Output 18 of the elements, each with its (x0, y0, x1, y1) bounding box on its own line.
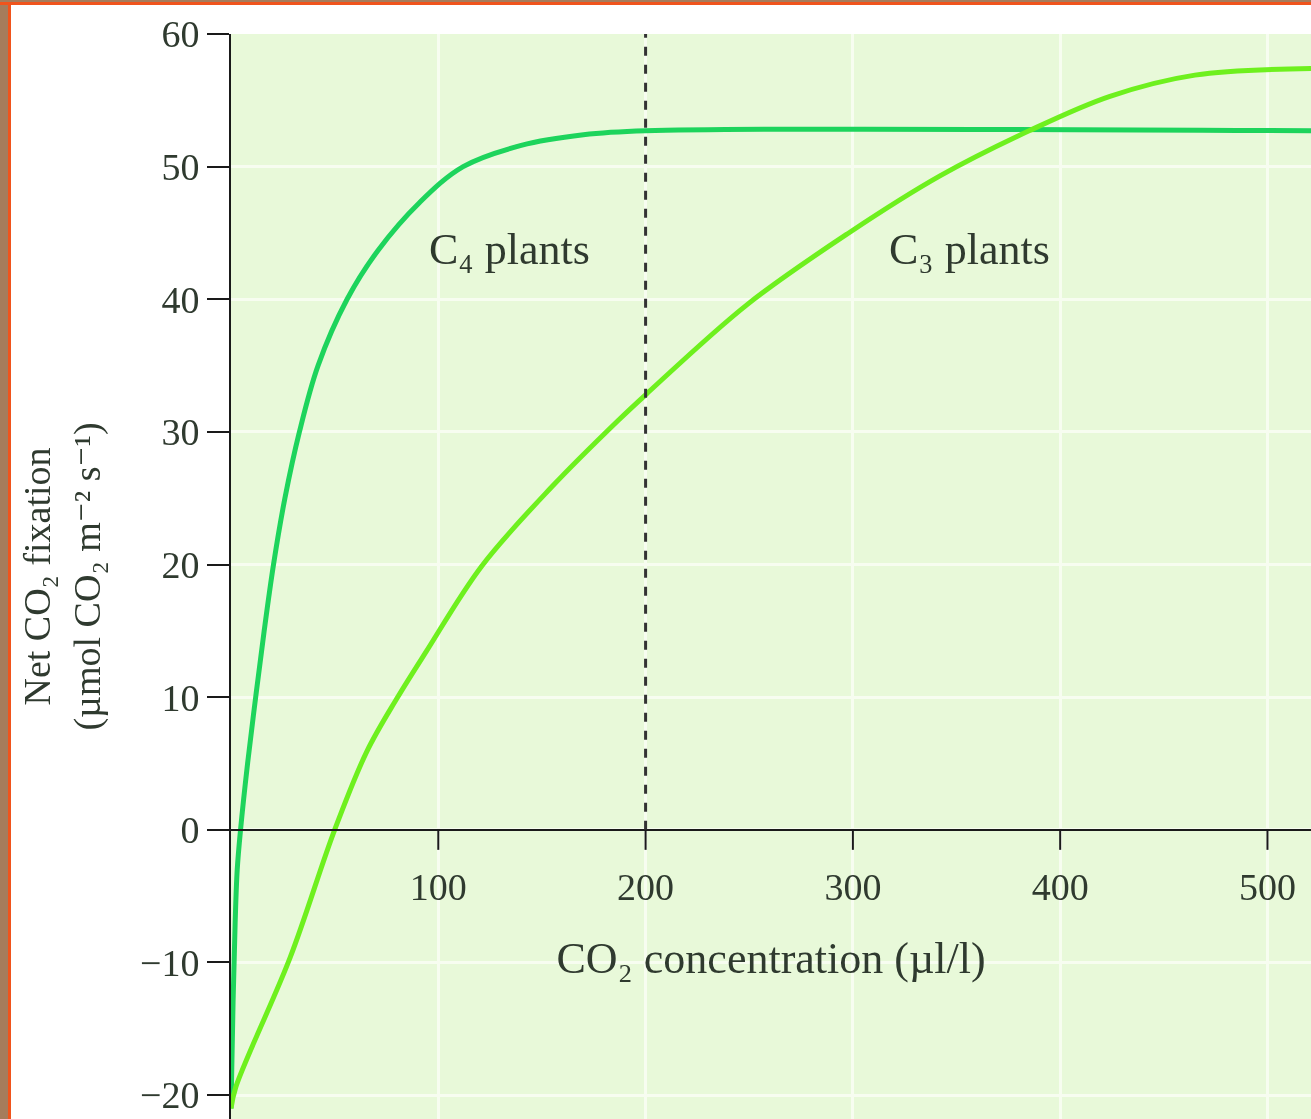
x-tick-label: 200 (617, 866, 675, 909)
x-axis-title: CO₂ concentration (µl/l) (556, 934, 986, 984)
y-tick-label: 30 (161, 411, 200, 454)
y-tick-label: 50 (161, 145, 200, 188)
y-tick-label: 0 (180, 809, 200, 852)
y-tick-label: −10 (139, 941, 200, 984)
y-tick-label: −20 (139, 1074, 200, 1117)
x-tick-label: 100 (409, 866, 467, 909)
y-tick-label: 40 (161, 278, 200, 321)
y-tick-label: 60 (161, 13, 200, 56)
y-tick-label: 20 (161, 543, 200, 586)
y-tick-label: 10 (161, 676, 200, 719)
x-tick-label: 400 (1031, 866, 1089, 909)
x-tick-label: 300 (824, 866, 882, 909)
annotation: C₃ plants (889, 225, 1050, 274)
annotation: C₄ plants (429, 225, 590, 274)
y-axis-title: Net CO₂ fixation (µmol CO₂ m⁻² s⁻¹) (16, 422, 109, 731)
x-tick-label: 500 (1238, 866, 1296, 909)
